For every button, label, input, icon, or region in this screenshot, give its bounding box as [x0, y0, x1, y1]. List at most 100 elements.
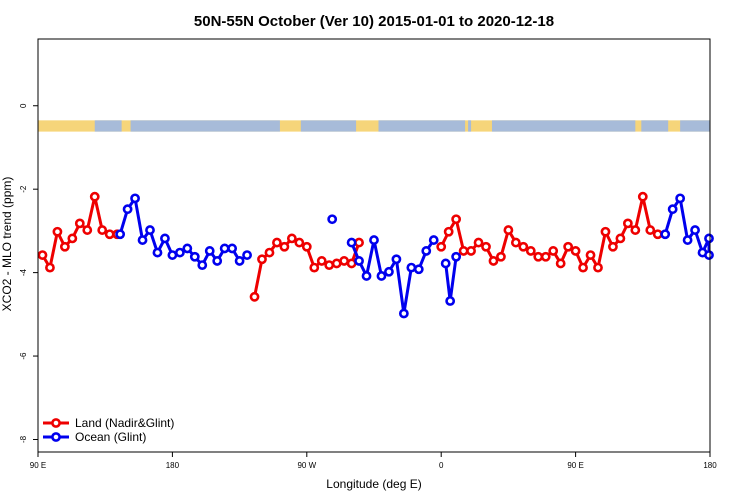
data-point: [182, 243, 193, 254]
data-point: [682, 235, 693, 245]
axes: 90 E 180 90 W 0 90 E 180 0 -2 -4 -6 -8: [19, 103, 717, 470]
data-point: [45, 262, 55, 273]
ocean-band: [94, 120, 122, 132]
data-point: [563, 241, 574, 252]
data-point: [406, 262, 417, 273]
land-strip: [38, 120, 710, 132]
data-point: [458, 246, 469, 256]
legend-label: Land (Nadir&Glint): [75, 416, 174, 430]
data-point: [152, 247, 163, 258]
y-axis-label: XCO2 - MLO trend (ppm): [0, 177, 14, 312]
data-point: [369, 235, 379, 245]
data-point: [645, 225, 656, 235]
data-point: [52, 226, 63, 237]
data-point: [615, 233, 626, 244]
data-point: [174, 247, 185, 258]
data-point: [398, 308, 409, 319]
x-tick-label: 180: [166, 461, 180, 470]
ocean-band: [491, 120, 636, 132]
y-tick-label: 0: [19, 103, 28, 108]
data-point: [327, 214, 338, 225]
data-point: [585, 250, 596, 260]
data-point: [67, 233, 78, 244]
data-point: [227, 243, 238, 254]
x-tick-label: 90 E: [567, 461, 583, 470]
data-point: [675, 193, 686, 204]
data-point: [555, 258, 566, 269]
data-point: [257, 254, 267, 265]
data-point: [704, 250, 714, 260]
data-point: [667, 204, 678, 215]
data-point: [346, 237, 357, 248]
data-point: [660, 229, 671, 240]
data-point: [570, 246, 581, 256]
data-point: [637, 191, 648, 202]
data-point: [496, 251, 506, 262]
data-point: [652, 229, 663, 240]
data-point: [473, 237, 484, 248]
data-point: [324, 260, 335, 271]
x-tick-label: 0: [439, 461, 444, 470]
data-point: [212, 256, 223, 266]
legend-marker: [51, 432, 61, 442]
data-point: [204, 246, 215, 256]
x-tick-label: 90 E: [30, 461, 46, 470]
data-point: [309, 262, 320, 273]
ocean-band: [130, 120, 280, 132]
data-point: [264, 247, 275, 258]
data-point: [354, 256, 364, 266]
data-point: [242, 250, 252, 260]
data-point: [608, 241, 618, 252]
data-point: [74, 218, 85, 229]
series-0: [37, 191, 663, 302]
data-point: [488, 256, 499, 266]
data-point: [704, 233, 714, 244]
data-point: [316, 256, 327, 266]
data-point: [445, 296, 456, 306]
data-point: [600, 226, 611, 237]
data-point: [481, 241, 491, 252]
y-tick-label: -6: [19, 352, 28, 360]
legend: Land (Nadir&Glint)Ocean (Glint): [43, 416, 174, 444]
data-point: [234, 256, 245, 266]
y-tick-label: -8: [19, 435, 28, 443]
data-point: [189, 251, 200, 262]
ocean-band: [680, 120, 710, 132]
data-point: [525, 246, 536, 256]
ocean-band: [468, 120, 472, 132]
y-tick-label: -4: [19, 269, 28, 277]
y-tick-label: -2: [19, 185, 28, 193]
data-point: [428, 235, 439, 245]
ocean-band: [641, 120, 669, 132]
data-point: [622, 218, 633, 229]
x-tick-label: 90 W: [297, 461, 316, 470]
data-point: [451, 214, 462, 225]
data-point: [294, 237, 305, 248]
plot-frame: [37, 38, 711, 453]
data-point: [346, 258, 357, 269]
data-point: [37, 250, 48, 260]
data-point: [339, 256, 350, 266]
data-point: [130, 193, 140, 204]
data-point: [249, 291, 260, 302]
data-point: [690, 225, 700, 235]
data-point: [197, 260, 208, 271]
data-point: [510, 237, 521, 248]
data-point: [440, 258, 451, 269]
data-point: [413, 264, 424, 275]
data-point: [115, 229, 126, 240]
data-point: [354, 237, 364, 248]
data-point: [376, 271, 387, 281]
data-point: [145, 225, 155, 235]
data-point: [533, 251, 544, 262]
data-point: [167, 250, 178, 260]
data-point: [59, 241, 70, 252]
data-point: [272, 237, 282, 248]
data-point: [466, 246, 476, 256]
data-point: [331, 258, 342, 269]
data-point: [548, 246, 559, 256]
data-point: [219, 243, 230, 254]
x-tick-label: 180: [703, 461, 717, 470]
data-point: [97, 225, 108, 235]
data-point: [503, 225, 514, 235]
